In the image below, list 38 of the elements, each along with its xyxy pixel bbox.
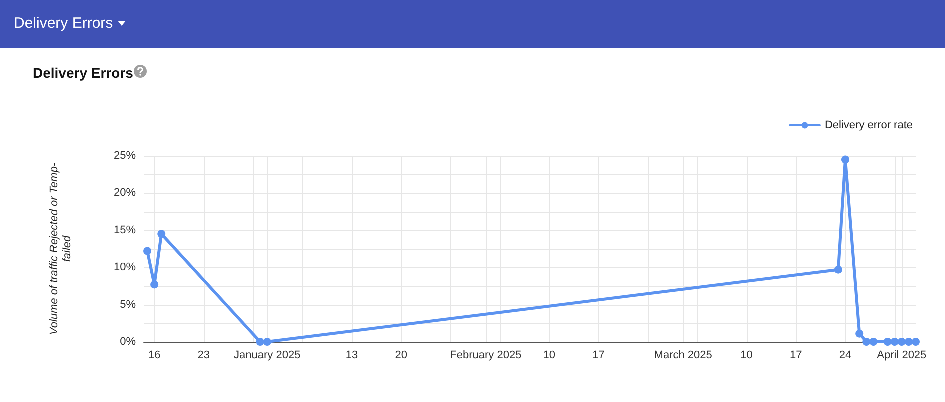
- point: [256, 338, 264, 346]
- point: [898, 338, 906, 346]
- x-tick-label: February 2025: [450, 350, 522, 362]
- x-tick-label: 13: [346, 350, 358, 362]
- x-tick-label: 16: [148, 350, 161, 362]
- x-tick-label: 23: [198, 350, 210, 362]
- point: [904, 338, 913, 346]
- x-tick-label: April 2025: [877, 350, 927, 362]
- text: Delivery Errors: [14, 15, 114, 32]
- point: [870, 338, 878, 346]
- legend-label: Delivery error rate: [824, 120, 914, 132]
- point: [856, 330, 864, 338]
- point: [834, 266, 842, 274]
- x-tick-label: January 2025: [234, 350, 301, 362]
- point: [890, 338, 899, 346]
- y-tick-label: 5%: [120, 298, 136, 311]
- point: [158, 230, 166, 238]
- point: [862, 338, 871, 346]
- y-tick-label: 0%: [120, 336, 136, 348]
- x-tick-label: 17: [790, 350, 802, 362]
- y-tick-label: 20%: [114, 187, 136, 200]
- y-axis-title: Volume of traffic Rejected or Temp-failed: [48, 162, 74, 336]
- y-tick-label: 25%: [114, 150, 136, 162]
- x-tick-label: March 2025: [654, 350, 712, 362]
- y-tick-label: 10%: [114, 262, 136, 274]
- point: [912, 338, 920, 346]
- x-tick-label: 10: [543, 350, 556, 362]
- point: [842, 156, 850, 164]
- x-tick-label: 10: [740, 350, 753, 362]
- point: [263, 338, 272, 346]
- point: [150, 280, 159, 289]
- point: [144, 247, 152, 256]
- x-tick-label: 20: [395, 350, 408, 362]
- point: [884, 338, 892, 346]
- chart-title: Delivery Errors: [33, 65, 134, 81]
- y-tick-label: 15%: [114, 224, 136, 236]
- x-tick-label: 24: [839, 350, 852, 362]
- x-tick-label: 17: [592, 350, 605, 362]
